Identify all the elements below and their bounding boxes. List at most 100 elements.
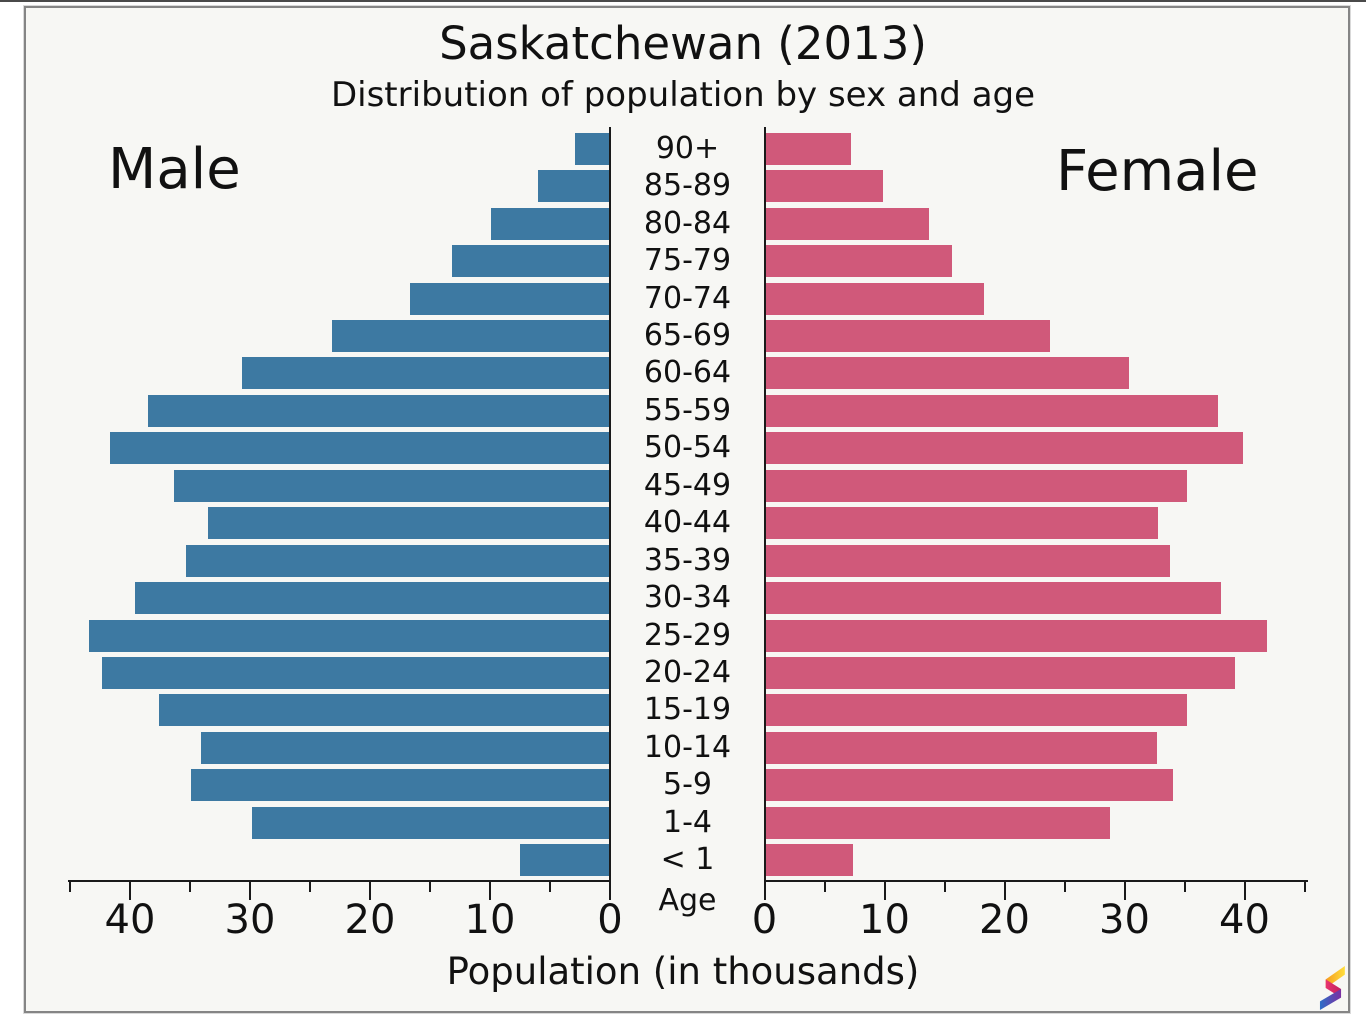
bar-male-85-89 [538,170,610,203]
bar-female-70-74 [764,282,985,315]
male-tick-label-40: 40 [104,897,156,943]
bar-female-20-24 [764,657,1235,690]
age-tick-label: 5-9 [663,767,712,803]
age-tick-label: < 1 [660,842,715,878]
bar-female-40-44 [764,507,1159,540]
bar-female-55-59 [764,394,1219,427]
s-ribbon-logo-icon [1319,966,1345,1010]
bar-male-80-84 [491,207,610,240]
female-tick-35 [1183,882,1186,892]
female-tick-0 [763,882,766,900]
male-tick-35 [189,882,191,892]
bar-male-75-79 [451,245,610,278]
bar-female-60-64 [764,357,1130,390]
male-tick-25 [309,882,311,892]
age-tick-label: 55-59 [643,392,732,428]
bar-male-25-29 [89,619,610,652]
bar-male-40-44 [208,507,610,540]
bar-male-1-4 [252,806,610,839]
male-tick-20 [369,882,371,900]
male-zero-axis-line [609,127,611,882]
male-tick-label-20: 20 [344,897,396,943]
bar-male-55-59 [148,394,610,427]
bar-female-5-9 [764,769,1173,802]
female-tick-30 [1123,882,1126,900]
age-tick-label: 30-34 [643,580,732,616]
chart-frame: Saskatchewan (2013) Distribution of popu… [23,5,1351,1014]
male-tick-0 [609,882,611,900]
bar-male-20-24 [102,657,610,690]
bar-male-90+ [575,132,610,165]
bar-male-65-69 [331,319,610,352]
female-zero-axis-line [763,127,766,882]
bar-male-< 1 [520,844,610,877]
male-tick-45 [69,882,71,892]
bar-female-45-49 [764,469,1187,502]
female-tick-label-40: 40 [1219,897,1270,943]
age-tick-label: 60-64 [643,355,732,391]
female-series-label: Female [1056,139,1259,204]
female-tick-15 [943,882,946,892]
age-tick-label: 65-69 [643,317,732,353]
bar-female-15-19 [764,694,1187,727]
male-tick-label-10: 10 [464,897,516,943]
bar-male-15-19 [158,694,610,727]
bar-female-30-34 [764,582,1221,615]
age-tick-label: 25-29 [643,617,732,653]
bar-male-60-64 [241,357,610,390]
male-tick-30 [249,882,251,900]
bar-male-50-54 [109,432,610,465]
female-tick-label-10: 10 [859,897,910,943]
female-tick-20 [1003,882,1006,900]
age-tick-label: 90+ [655,130,720,166]
male-tick-label-0: 0 [597,897,623,943]
age-tick-label: 75-79 [643,243,732,279]
female-x-axis-line [764,880,1308,882]
age-tick-label: 1-4 [663,804,712,840]
bar-female-75-79 [764,245,952,278]
bar-male-45-49 [174,469,610,502]
male-tick-5 [549,882,551,892]
bar-female-80-84 [764,207,929,240]
female-tick-25 [1063,882,1066,892]
male-tick-10 [489,882,491,900]
male-tick-15 [429,882,431,892]
male-tick-label-30: 30 [224,897,276,943]
bar-female-90+ [764,132,851,165]
bar-female-25-29 [764,619,1268,652]
age-tick-label: 80-84 [643,205,732,241]
bar-male-30-34 [134,582,610,615]
bar-female-65-69 [764,319,1051,352]
female-tick-label-20: 20 [979,897,1030,943]
female-tick-40 [1243,882,1246,900]
x-axis-title: Population (in thousands) [446,950,920,993]
bar-male-10-14 [200,731,610,764]
male-x-axis-line [67,880,611,882]
age-tick-label: 15-19 [643,692,732,728]
age-tick-label: 10-14 [643,729,732,765]
bar-female-50-54 [764,432,1244,465]
age-axis-title: Age [658,883,717,918]
age-tick-label: 50-54 [643,430,732,466]
age-tick-label: 85-89 [643,168,732,204]
female-tick-label-0: 0 [751,897,778,943]
female-tick-45 [1303,882,1306,892]
age-tick-label: 35-39 [643,542,732,578]
bar-female-85-89 [764,170,884,203]
age-tick-label: 20-24 [643,655,732,691]
male-tick-40 [129,882,131,900]
female-tick-10 [883,882,886,900]
page-subtitle: Distribution of population by sex and ag… [330,75,1036,115]
age-tick-label: 70-74 [643,280,732,316]
age-tick-label: 40-44 [643,505,732,541]
female-tick-5 [823,882,826,892]
bar-female-< 1 [764,844,854,877]
bar-male-5-9 [191,769,610,802]
bar-female-1-4 [764,806,1111,839]
page-title: Saskatchewan (2013) [439,17,927,70]
female-tick-label-30: 30 [1099,897,1150,943]
bar-male-70-74 [409,282,610,315]
bar-female-35-39 [764,544,1171,577]
bar-male-35-39 [186,544,610,577]
